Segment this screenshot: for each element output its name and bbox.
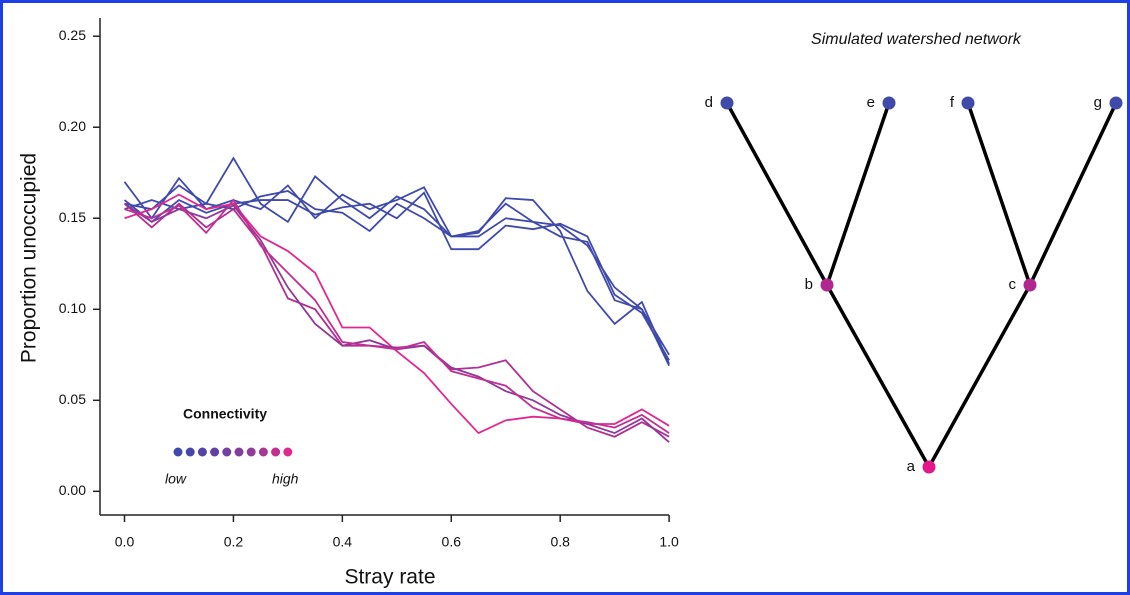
network-node: [1109, 96, 1123, 110]
x-tick-label: 0.2: [224, 534, 244, 550]
legend-swatch: [271, 447, 281, 457]
series-line: [124, 156, 670, 356]
network-edge: [1028, 102, 1118, 286]
series-line: [123, 202, 670, 438]
network-node: [882, 96, 896, 110]
legend-high: high: [272, 471, 299, 487]
x-axis-title: Stray rate: [344, 566, 435, 589]
legend-swatch: [210, 447, 220, 457]
network-node: [922, 460, 936, 474]
network-edge: [825, 102, 891, 286]
x-tick-label: 1.0: [659, 534, 679, 550]
node-label: d: [705, 94, 713, 111]
x-tick-label: 0.6: [442, 534, 462, 550]
series-line: [124, 189, 670, 367]
y-tick-label: 0.05: [59, 391, 86, 407]
x-tick-label: 0.8: [550, 534, 570, 550]
network-edge: [725, 102, 829, 286]
legend-title: Connectivity: [183, 406, 267, 422]
series-line: [124, 193, 670, 435]
series-line: [124, 198, 670, 434]
node-label: e: [867, 94, 875, 111]
network-edge: [825, 284, 931, 468]
node-label: b: [805, 276, 813, 293]
y-tick-label: 0.00: [59, 482, 86, 498]
series-line: [123, 176, 670, 365]
legend-swatch: [234, 447, 244, 457]
legend-swatch: [222, 447, 232, 457]
legend-swatch: [246, 447, 256, 457]
y-tick-label: 0.10: [59, 300, 86, 316]
legend-swatch: [185, 447, 195, 457]
y-axis-title: Proportion unoccupied: [18, 153, 41, 363]
y-tick-label: 0.20: [59, 118, 86, 134]
x-tick-label: 0.0: [115, 534, 135, 550]
x-tick-label: 0.4: [333, 534, 353, 550]
network-node: [820, 278, 834, 292]
legend-swatch: [283, 447, 293, 457]
node-label: a: [907, 458, 916, 475]
diagram-title: Simulated watershed network: [811, 31, 1022, 48]
legend-low: low: [165, 471, 187, 487]
network-edge: [927, 284, 1032, 468]
network-node: [961, 96, 975, 110]
network-node: [720, 96, 734, 110]
node-label: g: [1094, 94, 1102, 111]
network-node: [1023, 278, 1037, 292]
series-line: [123, 191, 670, 361]
legend-swatch: [173, 447, 183, 457]
y-tick-label: 0.15: [59, 209, 86, 225]
node-label: f: [950, 94, 955, 111]
legend-swatch: [197, 447, 207, 457]
node-label: c: [1009, 276, 1017, 293]
y-tick-label: 0.25: [59, 27, 86, 43]
legend-swatch: [258, 447, 268, 457]
network-edge: [966, 102, 1032, 286]
